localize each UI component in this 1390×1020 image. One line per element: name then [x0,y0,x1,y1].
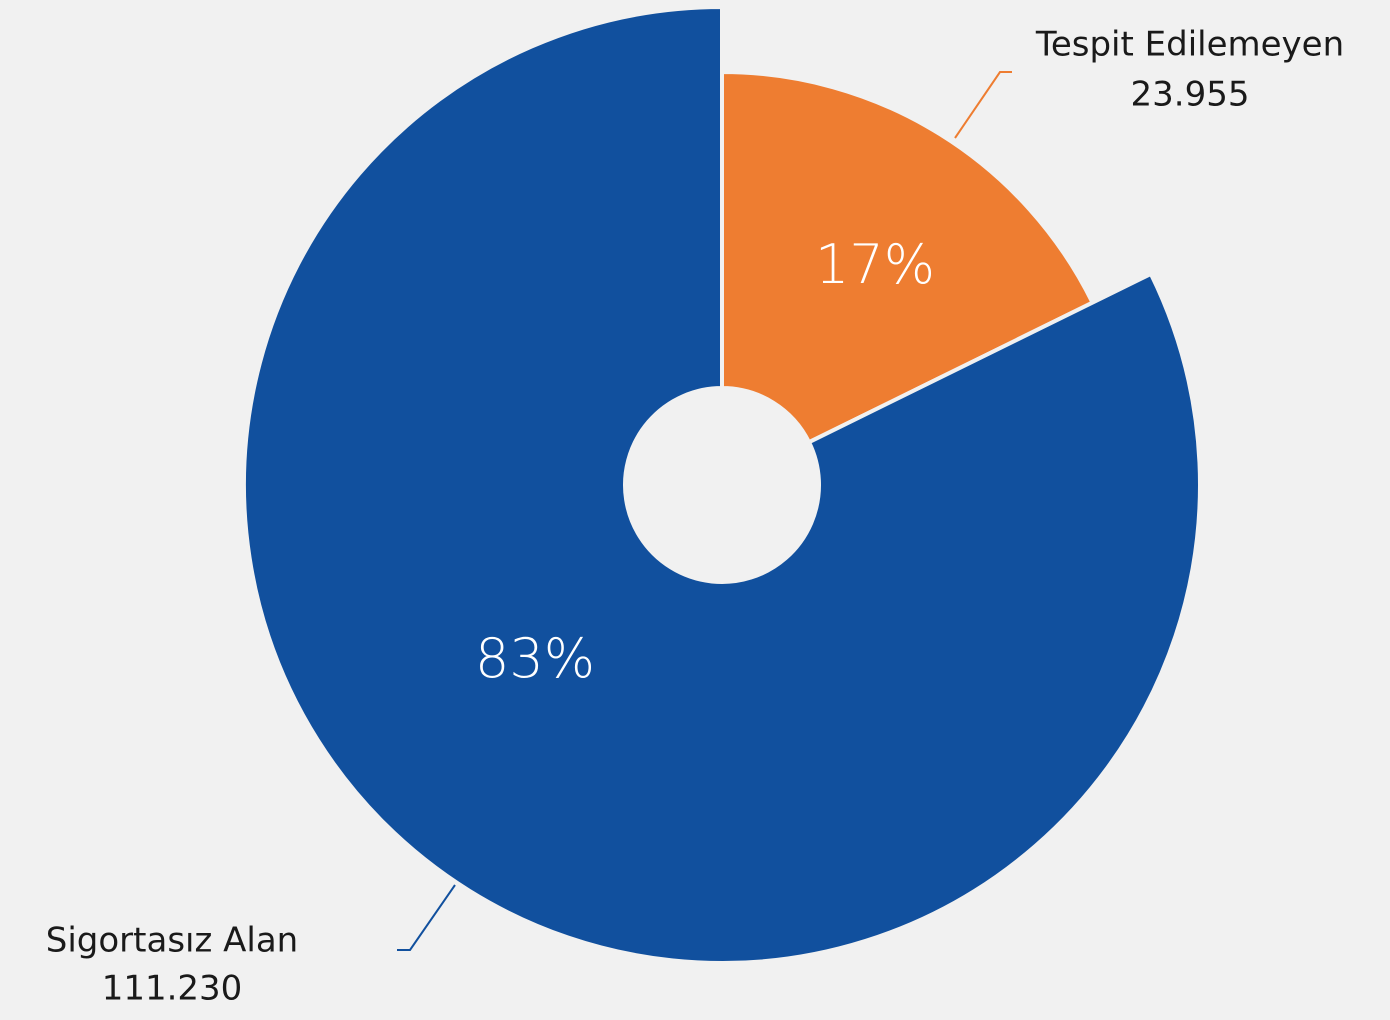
value-label: 111.230 [102,969,243,1009]
share-label: 17% [815,233,935,296]
share-label: 83% [475,627,595,690]
category-label: Tespit Edilemeyen [1035,25,1344,65]
slice [242,5,1202,965]
leader-line [397,884,456,951]
value-label: 23.955 [1131,75,1250,115]
category-label: Sigortasız Alan [46,921,298,961]
leader-line [954,71,1012,139]
slice [720,70,1095,445]
